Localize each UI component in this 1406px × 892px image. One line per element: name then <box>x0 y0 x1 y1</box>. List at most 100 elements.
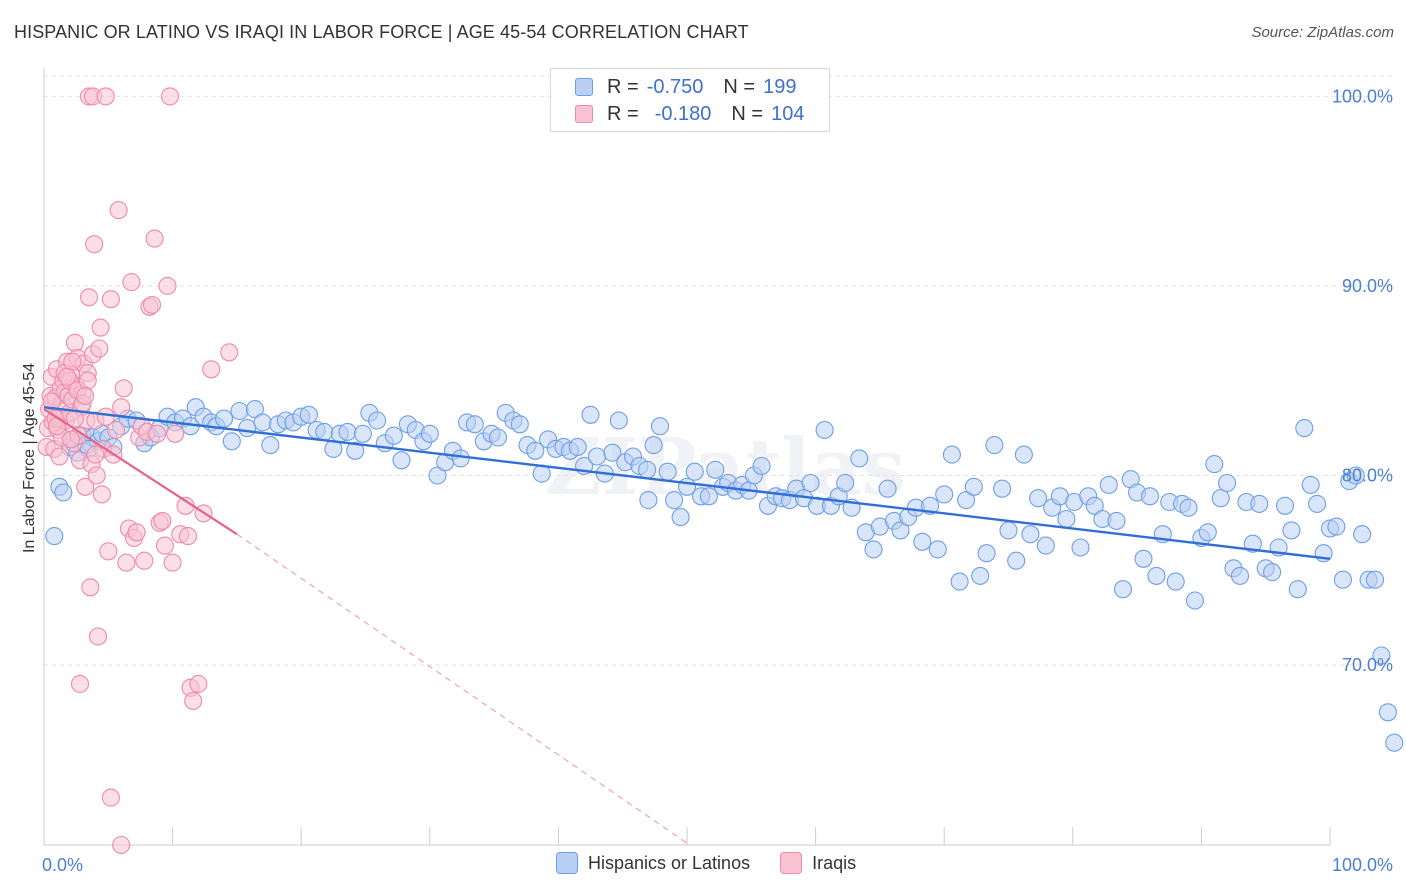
hispanic-point <box>609 411 628 430</box>
iraqi-point <box>135 551 154 570</box>
iraqi-point <box>101 788 120 807</box>
iraqi-point <box>81 578 100 597</box>
hispanic-point <box>1365 570 1385 589</box>
iraqi-point <box>96 87 115 106</box>
hispanic-point <box>581 405 600 424</box>
hispanic-point <box>384 426 403 445</box>
iraqi-point <box>220 343 239 362</box>
hispanic-point <box>253 413 272 432</box>
hispanic-point <box>971 566 990 585</box>
bottom-legend: Hispanics or Latinos Iraqis <box>556 852 886 874</box>
legend-swatch-hispanic <box>575 78 593 96</box>
hispanic-point <box>1378 703 1397 722</box>
hispanic-point <box>1288 580 1307 599</box>
iraqi-point <box>148 424 167 443</box>
x-tick-label: 100.0% <box>1332 855 1393 875</box>
chart-title: HISPANIC OR LATINO VS IRAQI IN LABOR FOR… <box>14 22 749 42</box>
bottom-legend-iraqi: Iraqis <box>780 852 856 874</box>
legend-r-value: -0.180 <box>654 102 712 125</box>
hispanic-point <box>451 449 470 468</box>
hispanic-point <box>891 521 910 540</box>
iraqi-point <box>76 386 95 405</box>
y-tick-label: 90.0% <box>1342 276 1393 296</box>
iraqi-point <box>42 392 61 411</box>
hispanic-point <box>1185 591 1205 610</box>
hispanic-point <box>368 411 387 430</box>
iraqi-point <box>114 379 133 398</box>
hispanic-point <box>1198 523 1217 542</box>
hispanic-point <box>1140 487 1160 506</box>
iraqi-point <box>178 527 198 546</box>
iraqi-point <box>109 201 128 220</box>
series-points <box>37 87 1404 855</box>
series-iraqi <box>37 87 239 855</box>
trend-line-iraqi-extrapolated <box>236 533 688 844</box>
hispanic-point <box>985 436 1004 455</box>
hispanic-point <box>1007 551 1026 570</box>
hispanic-point <box>1230 566 1250 585</box>
bottom-legend-label-iraqi: Iraqis <box>812 852 857 873</box>
hispanic-point <box>935 485 954 504</box>
hispanic-point <box>1372 646 1391 665</box>
iraqi-point <box>86 445 105 464</box>
iraqi-point <box>88 627 108 646</box>
hispanic-point <box>752 456 771 476</box>
hispanic-point <box>1036 536 1055 555</box>
legend-row-hispanic: R = -0.750 N = 199 <box>575 75 796 99</box>
hispanic-point <box>864 540 883 559</box>
hispanic-point <box>346 441 365 460</box>
hispanic-point <box>230 401 249 421</box>
iraqi-point <box>50 447 69 466</box>
iraqi-point <box>79 288 99 307</box>
hispanic-point <box>658 462 677 481</box>
y-tick-labels: 70.0% 80.0% 90.0% 100.0% <box>1332 86 1393 675</box>
hispanic-point <box>1282 521 1301 540</box>
legend-n-value: 199 <box>763 75 797 98</box>
series-hispanic <box>45 398 1404 752</box>
iraqi-point <box>160 87 180 106</box>
legend-r-value: -0.750 <box>646 75 704 98</box>
hispanic-point <box>315 422 334 441</box>
hispanic-point <box>1346 466 1365 485</box>
iraqi-point <box>78 371 97 390</box>
iraqi-point <box>70 674 90 693</box>
hispanic-point <box>1134 549 1153 568</box>
x-tick-labels: 0.0% 100.0% <box>42 855 1393 875</box>
iraqi-point <box>122 273 141 292</box>
hispanic-point <box>1071 538 1090 557</box>
trend-line-hispanic <box>43 406 1331 561</box>
legend-r-label: R = <box>607 102 639 125</box>
legend-row-iraqi: R = -0.180 N = 104 <box>575 102 804 126</box>
hispanic-point <box>1211 489 1230 508</box>
hispanic-point <box>950 572 969 591</box>
hispanic-point <box>1327 517 1346 536</box>
hispanic-point <box>1263 563 1282 582</box>
hispanic-point <box>1353 525 1372 544</box>
trend-line-iraqi <box>43 408 238 536</box>
iraqi-point <box>184 691 203 711</box>
hispanic-point <box>510 415 529 434</box>
hispanic-point <box>1218 473 1237 493</box>
hispanic-point <box>338 422 357 441</box>
hispanic-point <box>1057 509 1076 529</box>
iraqi-point <box>99 542 118 561</box>
iraqi-point <box>117 553 136 572</box>
hispanic-point <box>526 441 545 460</box>
hispanic-point <box>1308 494 1327 513</box>
bottom-legend-swatch-iraqi <box>780 852 803 874</box>
hispanic-point <box>639 491 658 510</box>
hispanic-point <box>993 479 1012 498</box>
hispanic-point <box>1029 489 1048 508</box>
hispanic-point <box>428 466 447 485</box>
grid-lines <box>44 75 1392 666</box>
iraqi-point <box>76 477 95 496</box>
hispanic-point <box>957 491 976 510</box>
iraqi-point <box>127 523 146 542</box>
hispanic-point <box>261 436 280 455</box>
iraqi-point <box>189 674 208 693</box>
iraqi-point <box>90 339 109 358</box>
iraqi-point <box>63 352 82 371</box>
hispanic-point <box>1107 511 1126 530</box>
hispanic-point <box>801 473 820 493</box>
hispanic-point <box>1333 570 1352 589</box>
